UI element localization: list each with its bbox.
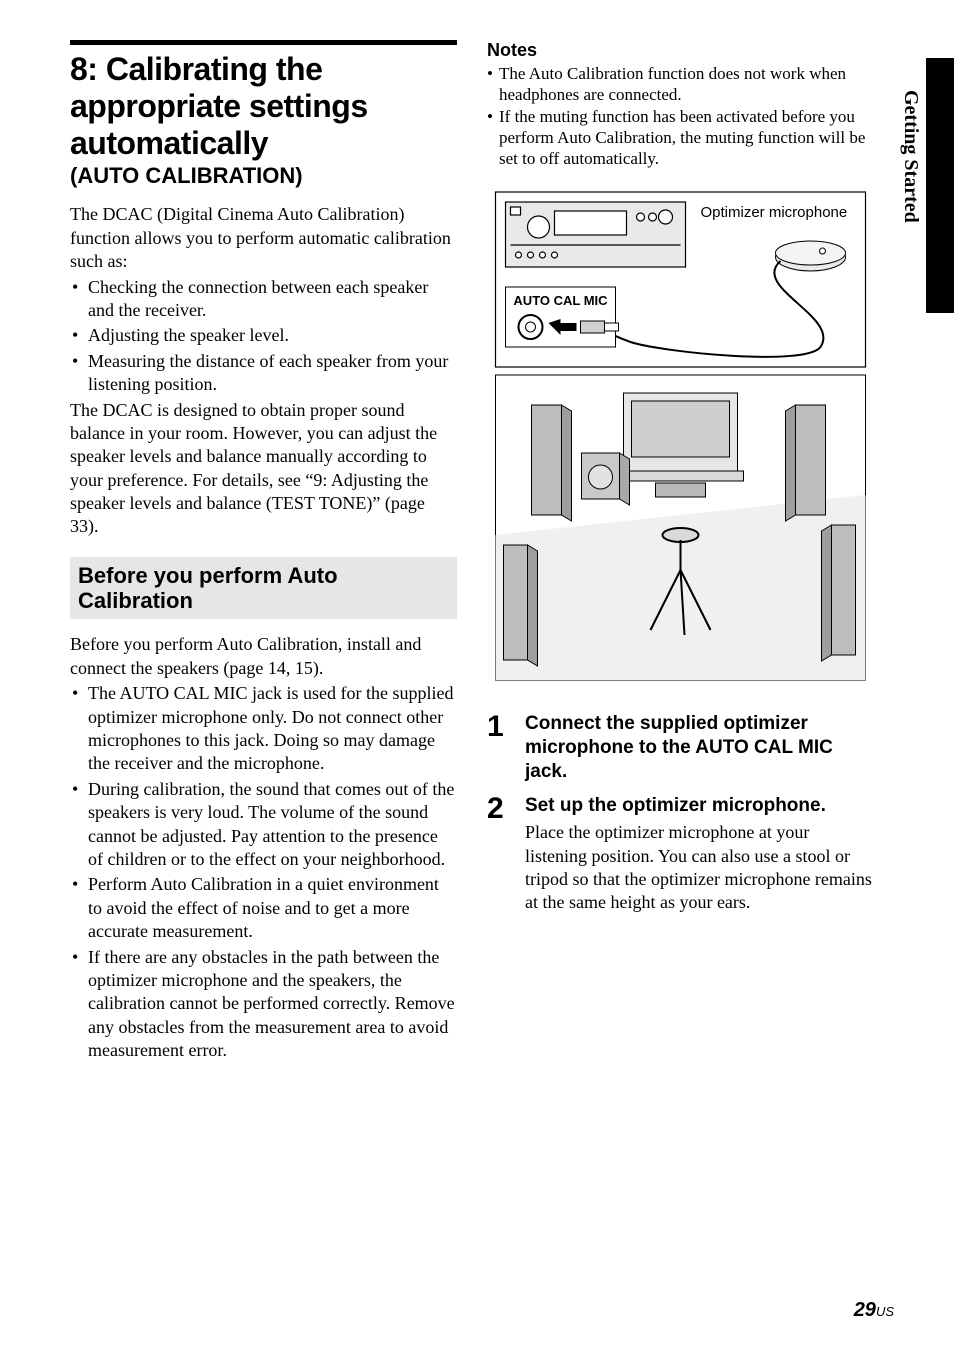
step-number: 1: [487, 712, 511, 783]
page-suffix: US: [876, 1304, 894, 1319]
page-title: 8: Calibrating the appropriate settings …: [70, 51, 457, 161]
calibration-diagram: Optimizer microphone AUTO CAL MIC: [487, 187, 874, 687]
steps: 1 Connect the supplied optimizer microph…: [487, 712, 874, 915]
list-item: During calibration, the sound that comes…: [70, 778, 457, 872]
intro-text: The DCAC (Digital Cinema Auto Calibratio…: [70, 203, 457, 273]
jack-label: AUTO CAL MIC: [513, 293, 608, 308]
section-label: Getting Started: [899, 90, 922, 223]
right-column: Notes The Auto Calibration function does…: [487, 40, 904, 1062]
before-bullets: The AUTO CAL MIC jack is used for the su…: [70, 682, 457, 1062]
before-intro: Before you perform Auto Calibration, ins…: [70, 633, 457, 680]
intro-bullets: Checking the connection between each spe…: [70, 276, 457, 397]
list-item: Perform Auto Calibration in a quiet envi…: [70, 873, 457, 943]
intro-text-2: The DCAC is designed to obtain proper so…: [70, 399, 457, 539]
notes-list: The Auto Calibration function does not w…: [487, 63, 874, 169]
heading-rule: [70, 40, 457, 45]
mic-label: Optimizer microphone: [701, 204, 848, 221]
list-item: If the muting function has been activate…: [487, 106, 874, 170]
left-column: 8: Calibrating the appropriate settings …: [70, 40, 457, 1062]
page-subtitle: (AUTO CALIBRATION): [70, 163, 457, 189]
step: 1 Connect the supplied optimizer microph…: [487, 712, 874, 783]
list-item: Measuring the distance of each speaker f…: [70, 350, 457, 397]
section-tab: [926, 58, 954, 313]
list-item: Checking the connection between each spe…: [70, 276, 457, 323]
page-number: 29: [854, 1299, 876, 1321]
list-item: If there are any obstacles in the path b…: [70, 946, 457, 1063]
notes-heading: Notes: [487, 40, 874, 61]
step-title: Connect the supplied optimizer microphon…: [525, 712, 874, 783]
list-item: The Auto Calibration function does not w…: [487, 63, 874, 106]
step-body: Place the optimizer microphone at your l…: [525, 821, 874, 915]
list-item: The AUTO CAL MIC jack is used for the su…: [70, 682, 457, 776]
step-number: 2: [487, 794, 511, 915]
page-footer: 29US: [854, 1299, 894, 1322]
step: 2 Set up the optimizer microphone. Place…: [487, 794, 874, 915]
list-item: Adjusting the speaker level.: [70, 324, 457, 347]
figure-calibration-setup: Optimizer microphone AUTO CAL MIC: [487, 187, 874, 692]
step-title: Set up the optimizer microphone.: [525, 794, 874, 818]
subheading: Before you perform Auto Calibration: [70, 557, 457, 620]
